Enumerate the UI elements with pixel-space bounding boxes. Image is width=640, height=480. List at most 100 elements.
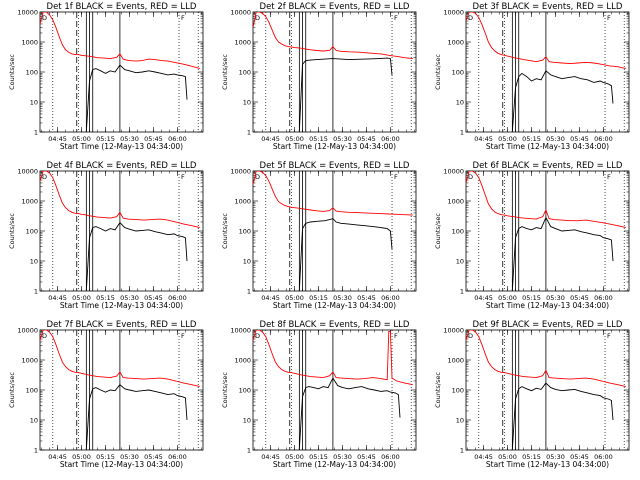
- x-tick-label: 04:45: [261, 135, 280, 143]
- x-tick-label: 06:00: [168, 135, 187, 143]
- x-axis-label: Start Time (12-May-13 04:34:00): [273, 301, 396, 310]
- lld-series-line: [253, 12, 413, 60]
- x-tick-label: 05:45: [357, 453, 376, 461]
- events-series-line: [511, 382, 614, 450]
- x-tick-label: 04:45: [261, 453, 280, 461]
- lld-series-line: [466, 330, 626, 388]
- y-axis-label: Counts/sec: [434, 372, 442, 408]
- corner-marker-f: F: [607, 14, 611, 22]
- x-tick-label: 05:45: [144, 453, 163, 461]
- plot-frame: [252, 170, 417, 292]
- x-tick-label: 05:45: [570, 453, 589, 461]
- y-tick-label: 100: [26, 228, 38, 236]
- x-tick-label: 05:45: [357, 294, 376, 302]
- y-tick-label: 10000: [17, 168, 38, 176]
- events-series-line: [298, 377, 401, 450]
- corner-marker-f: F: [181, 173, 185, 181]
- y-tick-label: 10: [243, 417, 251, 425]
- panel-title: Det 9f BLACK = Events, RED = LLD: [473, 320, 623, 330]
- x-tick-label: 06:00: [594, 135, 613, 143]
- detector-panel: Det 2f BLACK = Events, RED = LLD 1 10 100 10…: [221, 2, 417, 151]
- corner-marker-d: D: [468, 173, 473, 181]
- y-tick-label: 1: [34, 288, 38, 296]
- plot-frame: [39, 329, 204, 451]
- y-tick-label: 10000: [443, 9, 464, 17]
- detector-panel: Det 4f BLACK = Events, RED = LLD 1 10 100 10…: [8, 161, 204, 310]
- y-tick-label: 1: [34, 129, 38, 137]
- y-axis-label: Counts/sec: [221, 54, 229, 90]
- x-tick-label: 05:15: [522, 453, 541, 461]
- y-tick-label: 1: [247, 129, 251, 137]
- plot-frame: [465, 170, 630, 292]
- y-axis-label: Counts/sec: [8, 54, 16, 90]
- y-tick-label: 1: [34, 447, 38, 455]
- corner-marker-d: D: [255, 14, 260, 22]
- events-series-line: [511, 70, 614, 132]
- corner-marker-f: F: [394, 14, 398, 22]
- y-tick-label: 1000: [21, 357, 38, 365]
- corner-marker-d: D: [468, 14, 473, 22]
- corner-marker-f: F: [394, 332, 398, 340]
- y-tick-label: 1000: [447, 39, 464, 47]
- y-tick-label: 10: [456, 417, 464, 425]
- lld-series-line: [40, 330, 200, 388]
- x-tick-label: 05:45: [144, 135, 163, 143]
- y-tick-label: 10000: [230, 327, 251, 335]
- x-tick-label: 05:30: [333, 294, 352, 302]
- y-tick-label: 1000: [447, 198, 464, 206]
- x-tick-label: 05:15: [309, 294, 328, 302]
- x-tick-label: 04:45: [48, 294, 67, 302]
- x-axis-label: Start Time (12-May-13 04:34:00): [60, 142, 183, 151]
- plot-frame: [39, 170, 204, 292]
- y-tick-label: 10000: [443, 327, 464, 335]
- lld-series-line: [253, 171, 413, 216]
- y-axis-label: Counts/sec: [221, 213, 229, 249]
- events-series-line: [85, 221, 188, 291]
- y-tick-label: 1: [460, 129, 464, 137]
- y-tick-label: 100: [26, 69, 38, 77]
- y-tick-label: 10: [456, 258, 464, 266]
- y-tick-label: 10: [456, 99, 464, 107]
- detector-panel: Det 9f BLACK = Events, RED = LLD 1 10 100 10…: [434, 320, 630, 469]
- y-tick-label: 10000: [443, 168, 464, 176]
- events-series-line: [85, 64, 188, 132]
- x-tick-label: 05:30: [333, 453, 352, 461]
- y-tick-label: 100: [452, 69, 464, 77]
- y-tick-label: 10000: [230, 9, 251, 17]
- x-tick-label: 05:15: [96, 453, 115, 461]
- y-tick-label: 10: [243, 99, 251, 107]
- corner-marker-d: D: [42, 173, 47, 181]
- y-tick-label: 10000: [17, 9, 38, 17]
- panel-title: Det 6f BLACK = Events, RED = LLD: [473, 161, 623, 171]
- corner-marker-d: D: [255, 332, 260, 340]
- y-tick-label: 1000: [234, 39, 251, 47]
- x-tick-label: 05:15: [522, 135, 541, 143]
- panel-title: Det 2f BLACK = Events, RED = LLD: [260, 2, 410, 12]
- x-tick-label: 04:45: [474, 135, 493, 143]
- x-tick-label: 05:15: [96, 135, 115, 143]
- y-axis-label: Counts/sec: [434, 213, 442, 249]
- x-tick-label: 04:45: [48, 453, 67, 461]
- x-tick-label: 04:45: [474, 453, 493, 461]
- x-tick-label: 04:45: [48, 135, 67, 143]
- events-series-line: [298, 57, 393, 132]
- lld-series-line: [40, 171, 200, 229]
- y-tick-label: 1: [247, 447, 251, 455]
- x-tick-label: 06:00: [594, 453, 613, 461]
- x-tick-label: 05:30: [120, 135, 139, 143]
- y-tick-label: 1000: [21, 198, 38, 206]
- y-axis-label: Counts/sec: [434, 54, 442, 90]
- plot-frame: [252, 329, 417, 451]
- x-tick-label: 05:45: [357, 135, 376, 143]
- detector-panel: Det 8f BLACK = Events, RED = LLD 1 10 100 10…: [221, 320, 417, 469]
- x-tick-label: 05:30: [546, 453, 565, 461]
- x-tick-label: 05:00: [72, 453, 91, 461]
- x-axis-label: Start Time (12-May-13 04:34:00): [486, 301, 609, 310]
- x-tick-label: 05:00: [498, 453, 517, 461]
- x-tick-label: 05:15: [522, 294, 541, 302]
- lld-series-line: [466, 12, 626, 70]
- y-axis-label: Counts/sec: [221, 372, 229, 408]
- y-tick-label: 100: [239, 228, 251, 236]
- x-tick-label: 06:00: [381, 135, 400, 143]
- panel-title: Det 7f BLACK = Events, RED = LLD: [47, 320, 197, 330]
